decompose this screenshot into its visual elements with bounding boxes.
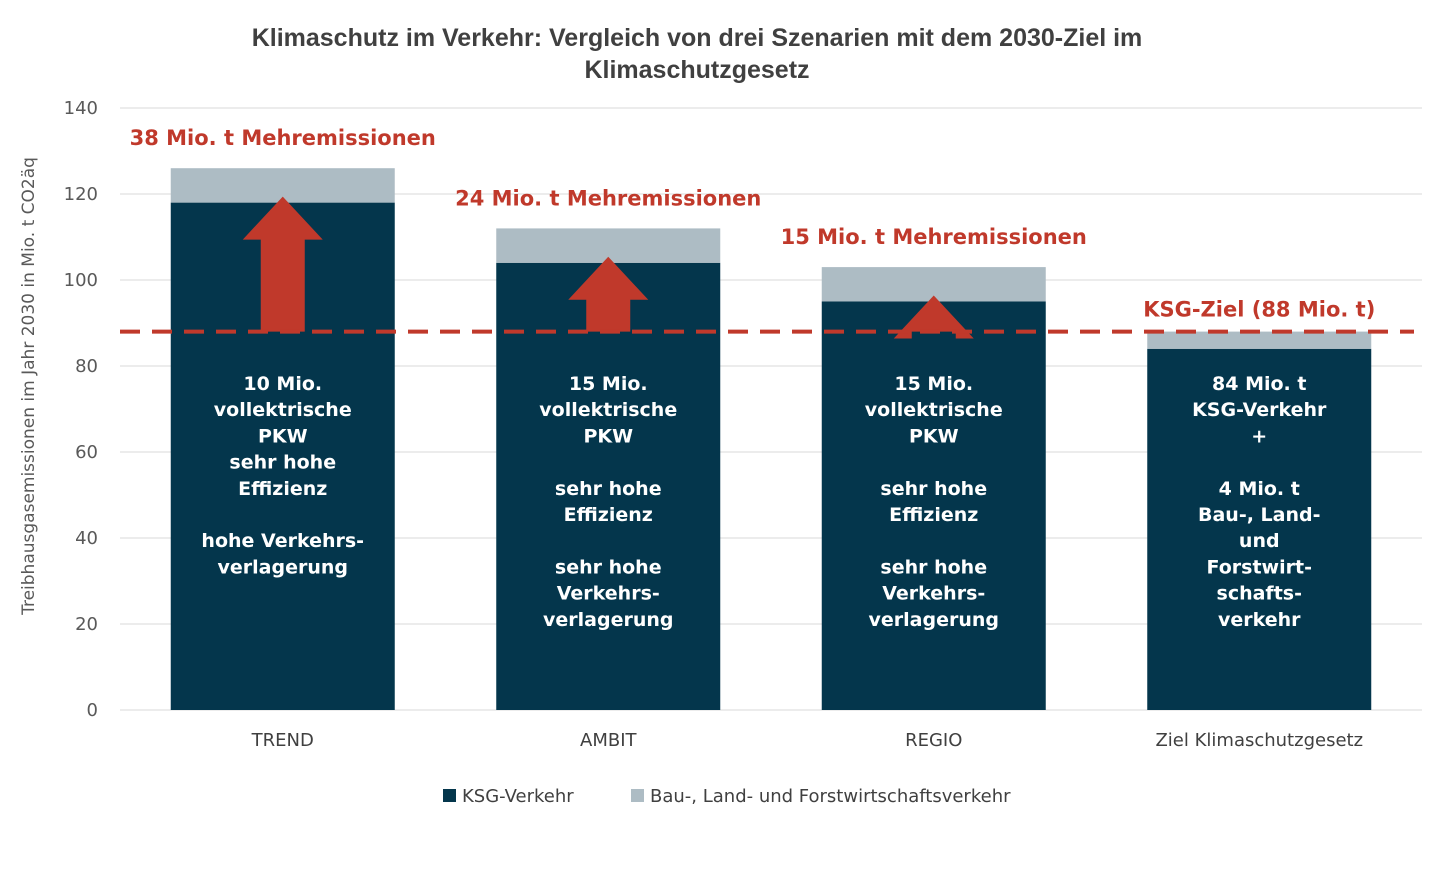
y-axis-label: Treibhausgasemissionen im Jahr 2030 in M… xyxy=(19,157,39,616)
bar-annotation-line: 15 Mio. xyxy=(894,373,973,395)
bar-annotation-line: hohe Verkehrs- xyxy=(201,530,364,552)
bar-annotation-line: PKW xyxy=(583,425,633,447)
bar-annotation-line: sehr hohe xyxy=(555,478,662,500)
bar-ksg-1 xyxy=(496,262,721,710)
bar-annotation-line: sehr hohe xyxy=(880,478,987,500)
x-tick-label: Ziel Klimaschutzgesetz xyxy=(1155,730,1363,751)
bar-annotation-line: Effizienz xyxy=(889,504,978,526)
excess-arrow-2 xyxy=(893,295,974,339)
x-tick-label: AMBIT xyxy=(580,730,638,751)
bar-annotation-line: Effizienz xyxy=(564,504,653,526)
bar-annotation-line: Verkehrs- xyxy=(557,583,660,605)
bar-annotation-line: 15 Mio. xyxy=(569,373,648,395)
bar-ksg-2 xyxy=(821,301,1046,710)
bar-annotation-line: sehr hohe xyxy=(880,556,987,578)
bar-annotation-line: Bau-, Land- xyxy=(1198,504,1321,526)
bar-annotation-line: 4 Mio. t xyxy=(1219,478,1300,500)
y-tick-label: 120 xyxy=(64,184,98,205)
bar-annotation-line: vollektrische xyxy=(865,399,1003,421)
excess-label: 24 Mio. t Mehremissionen xyxy=(455,186,761,210)
target-label: KSG-Ziel (88 Mio. t) xyxy=(1143,298,1375,322)
bar-ksg-3 xyxy=(1147,348,1372,710)
excess-label: 38 Mio. t Mehremissionen xyxy=(130,126,436,150)
bar-annotation-line: 84 Mio. t xyxy=(1212,373,1306,395)
chart-title: Klimaschutz im Verkehr: Vergleich von dr… xyxy=(0,22,1394,86)
y-tick-label: 140 xyxy=(64,98,98,119)
bar-annotation-line: verkehr xyxy=(1218,609,1301,631)
y-tick-label: 80 xyxy=(75,356,98,377)
excess-arrow-1 xyxy=(568,256,649,332)
excess-arrow-0 xyxy=(242,196,323,332)
bar-annotation-line: verlagerung xyxy=(543,609,674,631)
bar-annotation-line: verlagerung xyxy=(218,556,349,578)
legend-label: Bau-, Land- und Forstwirtschaftsverkehr xyxy=(650,786,1011,807)
bar-annotation-line: vollektrische xyxy=(539,399,677,421)
bar-annotation-line: PKW xyxy=(258,425,308,447)
bar-annotation-line: sehr hohe xyxy=(555,556,662,578)
y-tick-label: 100 xyxy=(64,270,98,291)
bar-annotation-line: + xyxy=(1251,425,1267,447)
legend-swatch-0 xyxy=(443,789,456,802)
chart-title-line2: Klimaschutzgesetz xyxy=(584,56,810,84)
x-tick-label: REGIO xyxy=(905,730,962,751)
bar-annotation-line: und xyxy=(1239,530,1280,552)
bar-annotation-line: 10 Mio. xyxy=(243,373,322,395)
bar-bau-3 xyxy=(1147,331,1372,349)
bar-annotation-line: Forstwirt- xyxy=(1207,556,1312,578)
bar-annotation-line: vollektrische xyxy=(214,399,352,421)
bar-annotation-line: verlagerung xyxy=(869,609,1000,631)
y-tick-label: 40 xyxy=(75,528,98,549)
bar-annotation-line: PKW xyxy=(909,425,959,447)
bar-annotation-line: KSG-Verkehr xyxy=(1192,399,1327,421)
legend-swatch-1 xyxy=(631,789,644,802)
bar-annotation-line: Effizienz xyxy=(238,478,327,500)
chart-title-line1: Klimaschutz im Verkehr: Vergleich von dr… xyxy=(251,24,1143,52)
bar-annotation-line: Verkehrs- xyxy=(882,583,985,605)
bar-annotation-line: sehr hohe xyxy=(229,452,336,474)
legend-label: KSG-Verkehr xyxy=(462,786,574,807)
y-tick-label: 20 xyxy=(75,614,98,635)
bar-annotation-line: schafts- xyxy=(1217,583,1302,605)
y-tick-label: 60 xyxy=(75,442,98,463)
y-tick-label: 0 xyxy=(87,700,98,721)
excess-label: 15 Mio. t Mehremissionen xyxy=(781,225,1087,249)
x-tick-label: TREND xyxy=(251,730,314,751)
